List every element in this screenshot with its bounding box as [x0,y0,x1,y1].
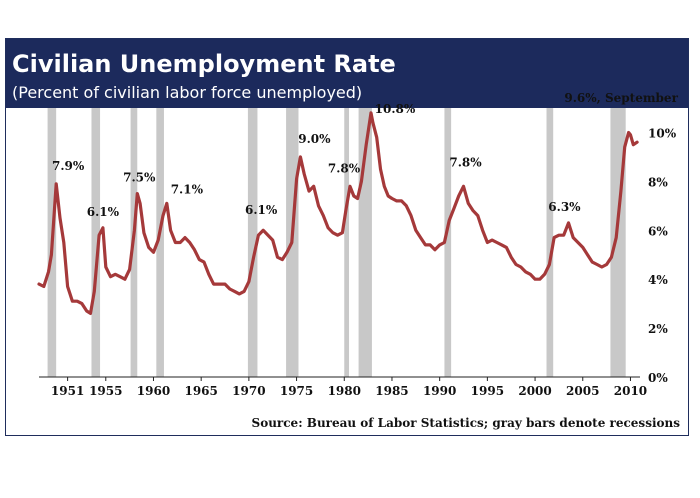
x-tick-label: 1965 [184,384,217,398]
y-tick-label: 8% [648,175,668,189]
y-tick-label: 2% [648,322,668,336]
recession-bar [344,108,350,377]
data-label: 9.0% [298,132,331,146]
recession-bar [91,108,101,377]
source-note: Source: Bureau of Labor Statistics; gray… [251,416,680,430]
x-tick-label: 1951 [51,384,84,398]
x-tick-label: 1970 [232,384,265,398]
recession-bar [156,108,164,377]
recession-bar [546,108,554,377]
x-tick-label: 1960 [137,384,170,398]
recession-bar [247,108,258,377]
y-tick-label: 0% [648,371,668,385]
recession-bar [444,108,452,377]
data-label: 7.8% [449,155,482,169]
data-label: 9.6%, September [564,91,678,105]
x-tick-label: 1980 [328,384,361,398]
chart-header [6,39,688,108]
x-tick-label: 1995 [471,384,504,398]
data-label: 10.8% [375,102,416,116]
y-tick-label: 10% [648,126,677,140]
chart-subtitle: (Percent of civilian labor force unemplo… [12,83,363,102]
x-tick-label: 1975 [280,384,313,398]
data-label: 6.1% [245,203,278,217]
x-tick-label: 2000 [518,384,551,398]
data-label: 6.3% [548,200,581,214]
series-line [37,111,639,315]
data-label: 7.5% [123,171,156,185]
x-tick-label: 2010 [614,384,647,398]
y-tick-label: 4% [648,273,668,287]
data-label: 7.8% [328,161,361,175]
x-tick-label: 1990 [423,384,456,398]
data-label: 6.1% [87,205,120,219]
y-tick-label: 6% [648,224,668,238]
x-tick-label: 1955 [89,384,122,398]
data-label: 7.1% [171,182,204,196]
x-tick-label: 2005 [566,384,599,398]
x-tick-label: 1985 [375,384,408,398]
data-label: 7.9% [52,159,85,173]
chart-title: Civilian Unemployment Rate [12,50,396,78]
